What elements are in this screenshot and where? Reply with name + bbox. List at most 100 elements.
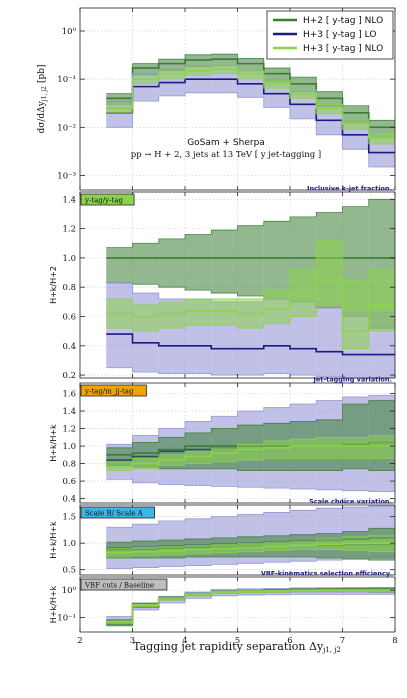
band-bin — [132, 243, 159, 285]
band-bin — [263, 290, 290, 324]
panel-tag-box — [80, 578, 168, 591]
band-bin — [237, 70, 264, 80]
y-tick-label: 10⁻² — [57, 123, 76, 133]
y-axis-label-main: dσ/dΔy — [37, 100, 47, 133]
y-tick-label: 10⁰ — [62, 586, 77, 596]
y-tick-label: 1.5 — [62, 513, 76, 523]
band-edge-upper — [106, 400, 395, 449]
band-bin — [211, 298, 238, 326]
y-ticks: 0.5 1.0 1.5 — [62, 513, 395, 576]
x-tick-label: 8 — [392, 636, 397, 646]
band-bin — [290, 269, 317, 317]
y-axis-label: H+k/H+k — [49, 585, 58, 623]
band-bin — [185, 234, 212, 291]
y-tick-label: 0.6 — [62, 477, 76, 487]
band-edge-upper — [106, 198, 395, 249]
band-edge-lower — [106, 92, 395, 168]
band-edge-lower — [106, 478, 395, 493]
band-edge-upper — [106, 527, 395, 543]
x-axis-label-main: Tagging jet rapidity separation Δy — [133, 640, 324, 653]
band-edge-lower — [106, 304, 395, 350]
band-bin — [316, 437, 343, 459]
band-bin — [316, 104, 343, 114]
x-tick-label: 4 — [182, 636, 187, 646]
panel-note: Jet-tagging variation. — [312, 376, 392, 384]
y-ticks: 0.2 0.4 0.6 0.8 1.0 1.2 1.4 — [62, 195, 395, 381]
band-bin — [185, 451, 212, 464]
y-axis-label: H+k/H+k — [49, 521, 58, 559]
panel-tag-text: y-tag/y-tag — [84, 197, 123, 205]
panel-tag-text: y-tag/m_jj-tag — [84, 388, 134, 396]
series-line — [106, 333, 395, 356]
y-axis-label-sub: j1, j2 — [41, 86, 48, 102]
band-bin — [263, 68, 290, 82]
band-bin — [185, 298, 212, 326]
series-h-3-nlo — [106, 239, 395, 350]
band-edge-upper — [106, 394, 395, 445]
panel-tag-text: VBF cuts / Baseline — [84, 582, 154, 590]
y-tick-label: 1.0 — [62, 442, 76, 452]
y-axis-label-unit: [pb] — [37, 64, 47, 83]
y-tick-label: 1.0 — [62, 539, 76, 549]
band-edge-lower — [106, 557, 395, 570]
panel-tag-text: Scale B/ Scale A — [85, 510, 144, 518]
band-bin — [237, 58, 264, 71]
band-bin — [106, 247, 133, 283]
band-bin — [368, 269, 395, 332]
annotation-process: pp → H + 2, 3 jets at 13 TeV [ y jet-tag… — [131, 150, 322, 160]
y-tick-label: 0.4 — [62, 495, 76, 505]
plot-area — [106, 198, 395, 378]
band-edge-lower — [106, 593, 395, 626]
y-tick-label: 1.6 — [62, 390, 76, 400]
plot-area — [106, 586, 395, 627]
series-h-3-nlo — [106, 435, 395, 471]
band-edge-upper — [106, 535, 395, 549]
y-tick-label: 0.6 — [62, 312, 76, 322]
panel-note: VBF-kinematics selection efficiency. — [261, 570, 392, 578]
band-edge-lower — [106, 457, 395, 471]
panel-note: Scale choice variation. — [309, 498, 392, 506]
band-bin — [132, 63, 159, 76]
band-bin — [342, 279, 369, 349]
panel-tag-box — [80, 384, 147, 397]
band-edge-lower — [106, 556, 395, 561]
y-tick-label: 1.0 — [62, 254, 76, 264]
x-tick-label: 3 — [130, 636, 135, 646]
band-bin — [211, 230, 238, 294]
y-axis-label: H+k/H+k — [49, 424, 58, 462]
panel-tag-box — [80, 193, 135, 206]
y-ticks: 10⁰ 10⁻¹ 10⁻² 10⁻³ — [57, 27, 395, 181]
y-tick-label: 1.2 — [62, 425, 76, 435]
band-bin — [211, 447, 238, 462]
series-line — [106, 589, 395, 623]
x-tick-label: 5 — [235, 636, 240, 646]
y-axis-label: H+k/H+2 — [49, 266, 58, 304]
y-tick-label: 0.2 — [62, 371, 76, 381]
band-edge-upper — [106, 435, 395, 463]
band-bin — [263, 440, 290, 459]
x-axis-label-sub: j1, j2 — [322, 646, 341, 654]
band-edge-lower — [106, 549, 395, 558]
legend: H+2 [ y-tag ] NLO H+3 [ y-tag ] LO H+3 [ y… — [266, 10, 394, 60]
band-bin — [368, 435, 395, 459]
band-bin — [316, 307, 343, 377]
band-bin — [342, 404, 369, 469]
y-axis-label: dσ/dΔyj1, j2 [pb] — [37, 64, 48, 133]
panel-tag-box — [80, 506, 155, 519]
band-bin — [263, 221, 290, 299]
legend-label: H+2 [ y-tag ] NLO — [303, 16, 383, 26]
panel-main: 10⁰ 10⁻¹ 10⁻² 10⁻³ dσ/dΔyj1, j2 [pb] H+2 [ y-t… — [37, 7, 396, 191]
panel-ratio3: 0.5 1.0 1.5 H+k/H+k Scale B/ Scale A Scale ch… — [49, 498, 396, 576]
series-line — [106, 542, 395, 554]
band-bin — [158, 301, 185, 329]
y-tick-label: 1.4 — [62, 407, 76, 417]
legend-label: H+3 [ y-tag ] LO — [303, 30, 376, 40]
plot-area — [106, 53, 395, 168]
y-tick-label: 0.8 — [62, 283, 76, 293]
band-bin — [185, 54, 212, 67]
y-tick-label: 0.8 — [62, 460, 76, 470]
band-bin — [106, 461, 133, 471]
series-h-3-nlo — [106, 589, 395, 625]
